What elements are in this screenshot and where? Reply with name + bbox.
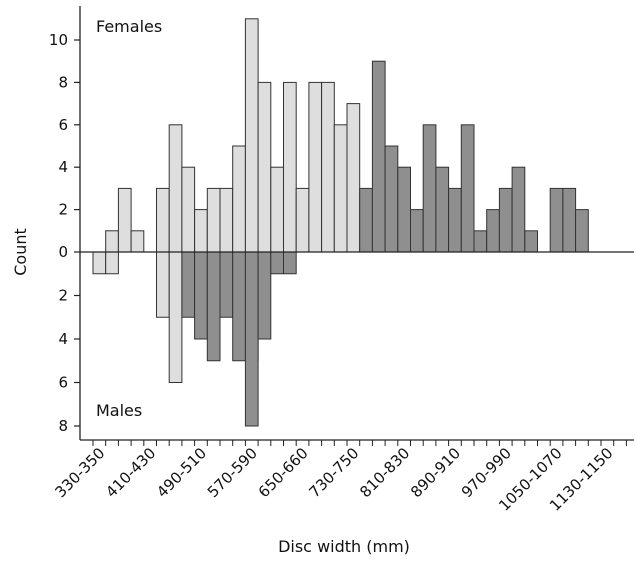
males-bar-dark-510-530: [206, 251, 221, 362]
females-bar-light-430-450: [156, 187, 170, 253]
females-bar-light-390-410: [130, 230, 145, 253]
females-bar-light-650-660: [295, 187, 310, 253]
females-bar-dark-750-770: [359, 187, 373, 253]
females-bar-dark-950-970: [486, 209, 500, 253]
y-tick-label-up-2: 2: [58, 201, 68, 219]
x-tick-label-570-590: 570-590: [204, 444, 261, 501]
bars-layer: [92, 18, 589, 427]
females-bar-light-710-730: [333, 124, 348, 253]
females-bar-light-450-470: [168, 124, 183, 253]
males-label: Males: [96, 401, 142, 420]
females-bar-light-660-680: [308, 81, 323, 253]
x-axis-label: Disc width (mm): [278, 537, 410, 556]
males-bar-dark-610-630: [270, 251, 284, 275]
females-bar-light-570-590: [244, 18, 259, 253]
females-bar-light-350-370: [105, 230, 119, 253]
females-bar-dark-1070-1090: [562, 187, 577, 253]
y-tick-label-up-10: 10: [49, 31, 68, 49]
males-bar-dark-630-650: [283, 251, 297, 275]
males-bar-dark-570-590: [244, 251, 259, 427]
y-axis-label: Count: [11, 228, 30, 276]
females-bar-dark-770-790: [371, 60, 386, 253]
males-bar-light-430-450: [156, 251, 170, 318]
females-bar-dark-870-890: [435, 166, 450, 253]
x-tick-label-330-350: 330-350: [51, 444, 108, 501]
females-bar-dark-930-950: [473, 230, 488, 253]
females-label: Females: [96, 17, 162, 36]
y-tick-label-up-8: 8: [58, 73, 68, 91]
females-bar-dark-810-830: [397, 166, 411, 253]
x-tick-label-810-830: 810-830: [356, 444, 413, 501]
x-tick-label-650-660: 650-660: [255, 444, 312, 501]
females-bar-light-730-750: [346, 103, 361, 253]
x-tick-label-890-910: 890-910: [407, 444, 464, 501]
x-tick-label-490-510: 490-510: [153, 444, 210, 501]
females-bar-dark-1050-1070: [549, 187, 564, 253]
males-bar-dark-550-570: [232, 251, 246, 362]
y-tick-label-up-6: 6: [58, 116, 68, 134]
males-bar-light-330-350: [92, 251, 107, 275]
females-bar-light-370-390: [117, 187, 132, 253]
y-tick-label-down-8: 8: [58, 417, 68, 435]
females-bar-dark-990-1010: [511, 166, 526, 253]
males-bar-dark-590-610: [257, 251, 272, 340]
males-bar-light-350-370: [105, 251, 119, 275]
females-bar-dark-1010-1030: [524, 230, 538, 253]
x-tick-label-730-750: 730-750: [305, 444, 362, 501]
males-bar-dark-530-550: [219, 251, 234, 318]
females-bar-light-530-550: [219, 187, 234, 253]
females-bar-light-510-530: [206, 187, 221, 253]
y-tick-label-up-0: 0: [58, 243, 68, 261]
x-tick-label-410-430: 410-430: [102, 444, 159, 501]
females-bar-dark-790-810: [384, 145, 399, 253]
axes-layer: [79, 6, 634, 441]
males-bar-dark-470-490: [181, 251, 196, 318]
y-tick-label-down-2: 2: [58, 287, 68, 305]
females-bar-light-470-490: [181, 166, 196, 253]
females-bar-dark-1090-1110: [575, 209, 589, 253]
females-bar-light-610-630: [270, 166, 284, 253]
y-tick-label-up-4: 4: [58, 158, 68, 176]
y-tick-label-down-4: 4: [58, 330, 68, 348]
males-bar-dark-490-510: [194, 251, 208, 340]
females-bar-dark-850-870: [422, 124, 437, 253]
y-tick-label-down-6: 6: [58, 374, 68, 392]
ticks-layer: 0 2 4 6 8 10 2 4 6 8 330-350410-430490-510570-5906…: [49, 31, 627, 515]
males-bar-light-450-470: [168, 251, 183, 383]
females-bar-dark-970-990: [498, 187, 513, 253]
females-bar-light-550-570: [232, 145, 246, 253]
females-bar-light-490-510: [194, 209, 208, 253]
females-bar-light-680-710: [321, 81, 335, 253]
females-bar-light-630-650: [283, 81, 297, 253]
females-bar-light-590-610: [257, 81, 272, 253]
females-bar-dark-910-930: [460, 124, 475, 253]
females-bar-dark-830-850: [410, 209, 424, 253]
females-bar-dark-890-910: [448, 187, 462, 253]
